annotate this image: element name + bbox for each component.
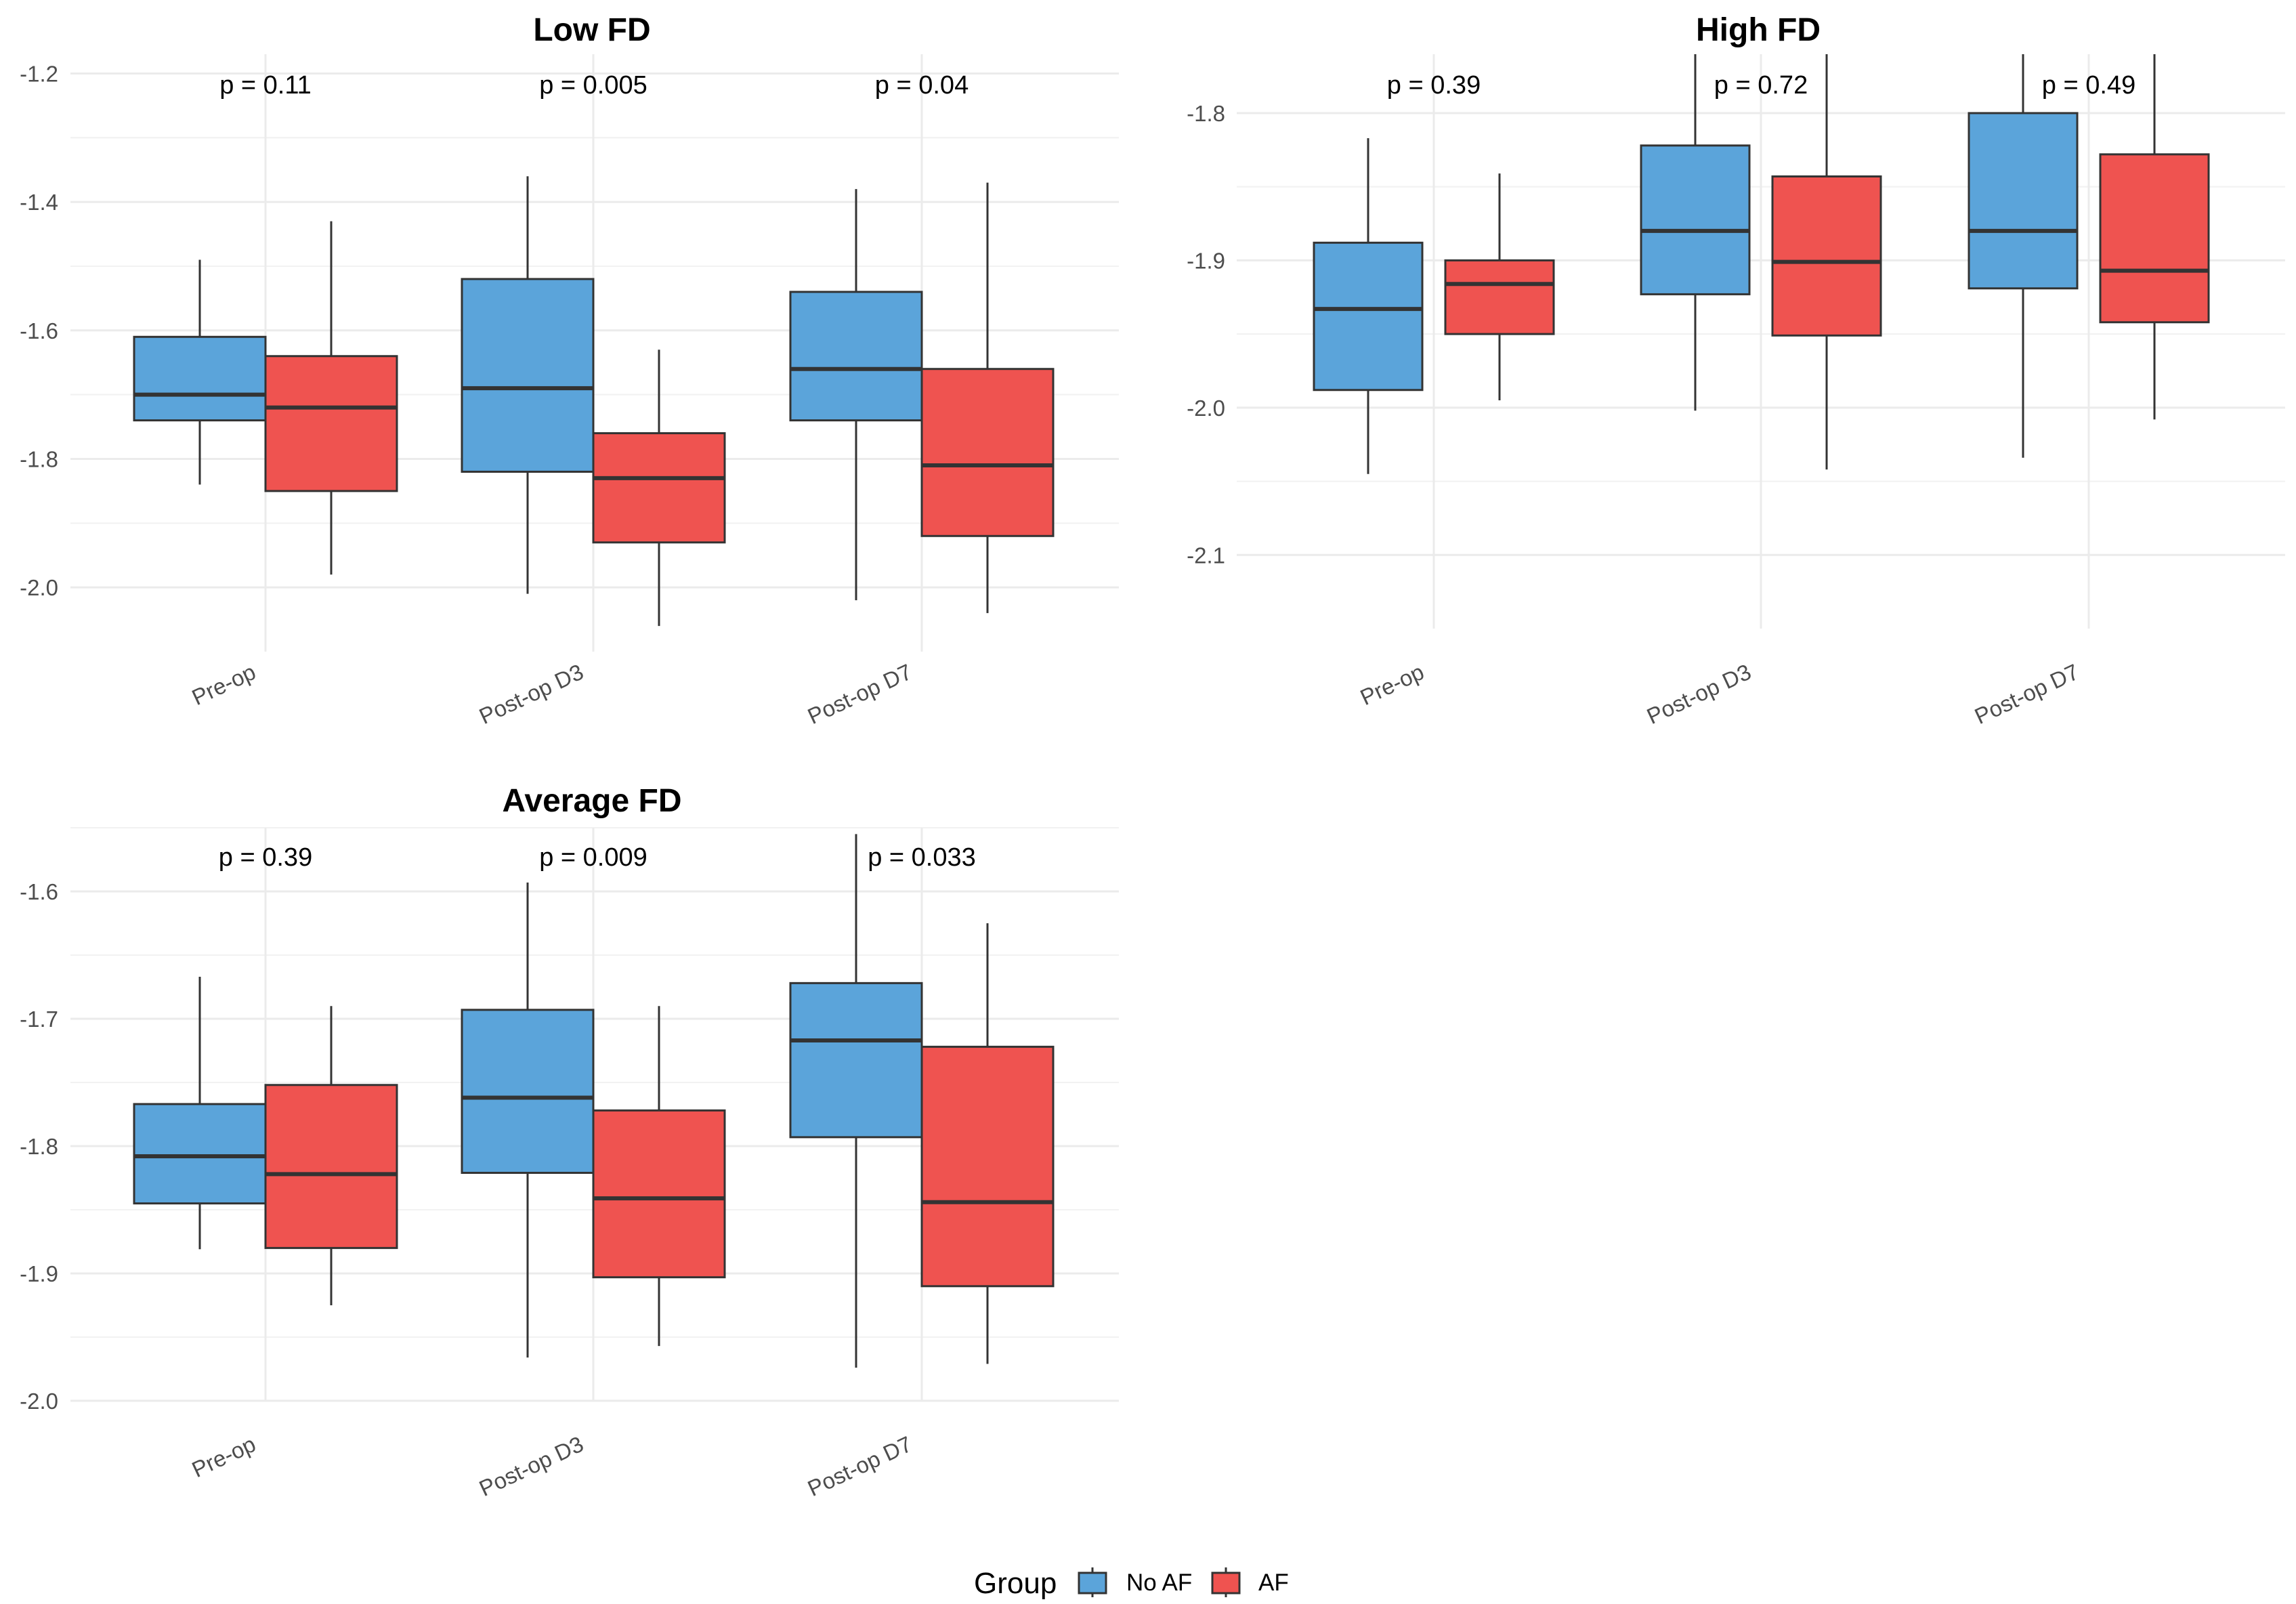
p-value-label: p = 0.39 <box>219 843 312 872</box>
legend-key-af <box>1211 1567 1241 1597</box>
iqr-box <box>1444 259 1555 335</box>
box-no-af <box>461 882 595 1358</box>
box-no-af <box>789 189 923 601</box>
iqr-box <box>592 432 726 544</box>
iqr-box <box>264 355 398 492</box>
box-af <box>264 1006 398 1305</box>
iqr-box <box>461 1009 595 1174</box>
legend-label-no-af: No AF <box>1126 1569 1192 1596</box>
y-tick-label: -2.1 <box>1187 543 1225 568</box>
x-tick-label: Post-op D3 <box>475 1431 587 1501</box>
box-no-af <box>789 834 923 1368</box>
y-axis: -1.2 -1.4 -1.6 -1.8 -2.0 <box>20 61 58 600</box>
panel-title: Low FD <box>533 12 650 48</box>
box-af <box>1444 173 1555 400</box>
y-tick-label: -2.0 <box>1187 396 1225 421</box>
box-no-af <box>1968 54 2079 458</box>
y-axis: -1.8 -1.9 -2.0 -2.1 <box>1187 101 1225 568</box>
iqr-box <box>1968 112 2079 290</box>
iqr-box <box>789 291 923 422</box>
y-tick-label: -2.0 <box>20 1389 58 1414</box>
boxes <box>133 834 1055 1368</box>
grid <box>1237 54 2285 629</box>
iqr-box <box>789 982 923 1139</box>
box-af <box>2099 54 2210 420</box>
box-no-af <box>1640 54 1751 411</box>
iqr-box <box>920 1045 1055 1288</box>
box-no-af <box>133 976 267 1250</box>
boxes <box>133 176 1055 627</box>
y-tick-label: -1.8 <box>20 446 58 471</box>
y-tick-label: -1.9 <box>20 1261 58 1286</box>
x-axis: Pre-op Post-op D3 Post-op D7 <box>188 1431 916 1501</box>
iqr-box <box>1640 144 1751 295</box>
legend-title: Group <box>974 1567 1057 1600</box>
box-af <box>592 350 726 627</box>
x-tick-label: Post-op D7 <box>804 1431 916 1501</box>
x-tick-label: Pre-op <box>188 1431 259 1482</box>
x-tick-label: Post-op D7 <box>1971 659 2083 729</box>
boxes <box>1313 54 2210 474</box>
legend-label-af: AF <box>1258 1569 1289 1596</box>
iqr-box <box>592 1109 726 1279</box>
p-value-label: p = 0.11 <box>219 71 312 100</box>
y-tick-label: -1.6 <box>20 879 58 904</box>
p-values: p = 0.39 p = 0.72 p = 0.49 <box>1387 71 2135 100</box>
box-no-af <box>133 259 267 485</box>
iqr-box <box>461 278 595 473</box>
box-af <box>264 221 398 575</box>
x-axis: Pre-op Post-op D3 Post-op D7 <box>188 659 916 729</box>
p-values: p = 0.11 p = 0.005 p = 0.04 <box>219 71 969 100</box>
panel-low-fd: Low FD -1.2 -1.4 -1.6 -1.8 -2.0 Pre-op Post-o… <box>20 12 1119 729</box>
y-tick-label: -1.6 <box>20 318 58 343</box>
iqr-box <box>1771 175 1882 337</box>
p-value-label: p = 0.04 <box>875 71 969 100</box>
legend: Group No AF AF <box>974 1567 1289 1600</box>
y-tick-label: -1.2 <box>20 61 58 86</box>
y-axis: -1.6 -1.7 -1.8 -1.9 -2.0 <box>20 879 58 1414</box>
y-tick-label: -1.8 <box>1187 101 1225 126</box>
x-tick-label: Post-op D3 <box>475 659 587 729</box>
box-af <box>592 1006 726 1347</box>
y-tick-label: -1.4 <box>20 190 58 215</box>
x-tick-label: Pre-op <box>188 659 259 710</box>
p-value-label: p = 0.49 <box>2042 71 2135 100</box>
p-value-label: p = 0.033 <box>868 843 976 872</box>
p-values: p = 0.39 p = 0.009 p = 0.033 <box>219 843 976 872</box>
x-tick-label: Pre-op <box>1357 659 1428 710</box>
iqr-box <box>2099 153 2210 324</box>
x-axis: Pre-op Post-op D3 Post-op D7 <box>1357 659 2083 729</box>
y-tick-label: -1.9 <box>1187 248 1225 273</box>
iqr-box <box>133 1103 267 1205</box>
y-tick-label: -1.7 <box>20 1007 58 1032</box>
panel-title: High FD <box>1696 12 1821 48</box>
box-af <box>920 182 1055 614</box>
x-tick-label: Post-op D3 <box>1643 659 1755 729</box>
p-value-label: p = 0.39 <box>1387 71 1481 100</box>
iqr-box <box>264 1084 398 1249</box>
y-tick-label: -1.8 <box>20 1134 58 1159</box>
legend-swatch-no-af <box>1078 1571 1107 1595</box>
p-value-label: p = 0.009 <box>539 843 647 872</box>
legend-key-no-af <box>1078 1567 1107 1597</box>
p-value-label: p = 0.005 <box>539 71 647 100</box>
box-af <box>1771 54 1882 470</box>
x-tick-label: Post-op D7 <box>804 659 916 729</box>
panel-average-fd: Average FD -1.6 -1.7 -1.8 -1.9 -2.0 Pre-op Po… <box>20 783 1119 1501</box>
box-af <box>920 923 1055 1364</box>
legend-swatch-af <box>1211 1571 1241 1595</box>
iqr-box <box>920 368 1055 537</box>
iqr-box <box>133 335 267 422</box>
p-value-label: p = 0.72 <box>1714 71 1808 100</box>
box-no-af <box>1313 138 1424 474</box>
panel-high-fd: High FD -1.8 -1.9 -2.0 -2.1 Pre-op Post-op D… <box>1187 12 2285 729</box>
iqr-box <box>1313 241 1424 392</box>
y-tick-label: -2.0 <box>20 575 58 600</box>
panel-title: Average FD <box>503 783 682 819</box>
box-no-af <box>461 176 595 594</box>
